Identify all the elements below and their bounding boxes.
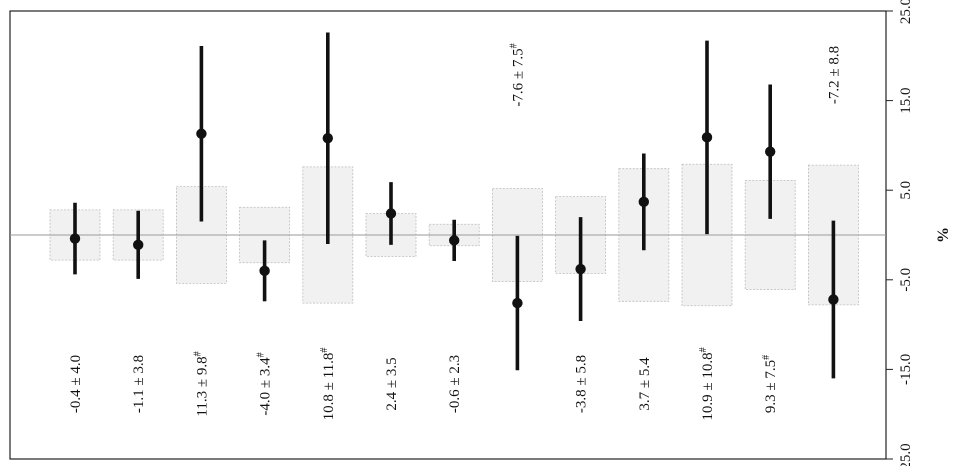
point-11 <box>701 132 713 143</box>
point-4 <box>259 265 270 277</box>
x-axis-ticks: -25.0 -15.0 -5.0 5.0 15.0 25.0 <box>886 0 914 466</box>
value-label-8: -7.6 ± 7.5# <box>508 43 526 106</box>
point-12 <box>765 146 776 157</box>
point-10 <box>638 196 649 208</box>
point-1 <box>69 233 81 244</box>
point-5 <box>322 133 333 144</box>
x-tick-label-3: -5.0 <box>898 268 914 292</box>
value-label-2: -1.1 ± 3.8 <box>131 355 147 413</box>
point-6 <box>385 208 397 219</box>
x-tick-label-4: 5.0 <box>898 181 914 200</box>
value-label-11: 10.9 ± 10.8# <box>698 347 716 420</box>
value-label-7: -0.6 ± 2.3 <box>447 355 463 413</box>
value-label-6: 2.4 ± 3.5 <box>384 357 400 410</box>
points-layer <box>69 128 839 309</box>
value-labels-layer: -0.4 ± 4.0 -1.1 ± 3.8 11.3 ± 9.8# -4.0 ± 3.… <box>68 43 842 420</box>
value-label-3: 11.3 ± 9.8# <box>192 351 210 416</box>
value-label-10: 3.7 ± 5.4 <box>637 357 653 411</box>
point-3 <box>196 128 207 139</box>
point-7 <box>449 235 460 246</box>
x-tick-label-1: -25.0 <box>898 443 914 466</box>
x-tick-label-6: 25.0 <box>898 0 914 24</box>
x-tick-label-5: 15.0 <box>898 87 914 113</box>
x-axis-label: % <box>935 227 952 243</box>
value-label-4: -4.0 ± 3.4# <box>256 352 274 415</box>
value-label-12: 9.3 ± 7.5# <box>761 355 779 413</box>
value-label-9: -3.8 ± 5.8 <box>574 355 590 413</box>
point-2 <box>133 239 144 251</box>
value-label-13: -7.2 ± 8.8 <box>826 46 842 104</box>
x-tick-label-2: -15.0 <box>898 354 914 385</box>
value-label-1: -0.4 ± 4.0 <box>68 355 84 413</box>
point-9 <box>575 263 586 275</box>
value-label-5: 10.8 ± 11.8# <box>319 348 337 421</box>
point-8 <box>512 297 523 309</box>
point-13 <box>828 294 839 305</box>
